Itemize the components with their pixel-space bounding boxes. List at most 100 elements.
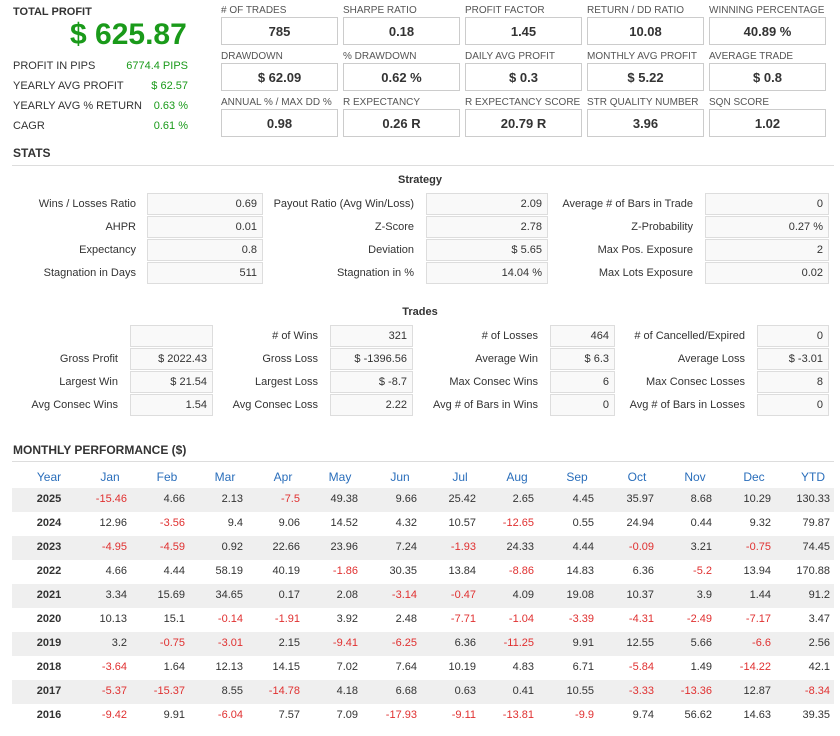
stat-label: Average Win	[475, 353, 538, 365]
column-header: Mar	[214, 470, 236, 484]
month-cell: -1.91	[274, 613, 300, 625]
month-cell: 4.66	[105, 565, 127, 577]
stat-value: 0	[757, 325, 829, 347]
stat-label: Gross Profit	[59, 353, 118, 365]
stat-value: 14.04 %	[426, 262, 548, 284]
month-cell: -0.09	[628, 541, 654, 553]
summary-label: PROFIT IN PIPS	[13, 60, 96, 72]
stat-label: Max Pos. Exposure	[597, 244, 693, 256]
month-cell: -15.46	[95, 493, 127, 505]
month-cell: -8.34	[804, 685, 830, 697]
summary-label: CAGR	[13, 120, 45, 132]
stat-label: Max Lots Exposure	[598, 267, 693, 279]
month-cell: -3.64	[101, 661, 127, 673]
year-cell: 2024	[36, 517, 62, 529]
month-cell: -9.9	[575, 709, 594, 721]
month-cell: 1.49	[690, 661, 712, 673]
stat-label: Average Loss	[677, 353, 745, 365]
month-cell: 39.35	[802, 709, 830, 721]
metric-label: % DRAWDOWN	[343, 51, 417, 62]
month-cell: -12.65	[502, 517, 534, 529]
month-cell: 9.74	[632, 709, 654, 721]
month-cell: -3.33	[628, 685, 654, 697]
month-cell: 1.44	[749, 589, 771, 601]
stat-value: $ 5.65	[426, 239, 548, 261]
summary-label: YEARLY AVG % RETURN	[13, 100, 142, 112]
month-cell: 4.66	[163, 493, 185, 505]
month-cell: 4.44	[572, 541, 594, 553]
month-cell: 7.57	[278, 709, 300, 721]
month-cell: 4.32	[395, 517, 417, 529]
metric-label: STR QUALITY NUMBER	[587, 97, 699, 108]
month-cell: 7.64	[395, 661, 417, 673]
stat-value: 2	[705, 239, 829, 261]
stat-label: Z-Score	[374, 221, 414, 233]
month-cell: 22.66	[272, 541, 300, 553]
month-cell: 4.18	[336, 685, 358, 697]
row-bg	[12, 632, 834, 656]
month-cell: 91.2	[808, 589, 830, 601]
stat-value: $ 2022.43	[130, 348, 213, 370]
month-cell: -6.6	[752, 637, 771, 649]
column-header: Aug	[506, 470, 528, 484]
row-bg	[12, 584, 834, 608]
stat-label: Largest Loss	[255, 376, 318, 388]
month-cell: 14.63	[743, 709, 771, 721]
stat-label: Max Consec Losses	[645, 376, 745, 388]
month-cell: 6.36	[454, 637, 476, 649]
month-cell: 0.63	[454, 685, 476, 697]
month-cell: -0.75	[745, 541, 771, 553]
section-title: Trades	[402, 306, 438, 318]
stat-value: 6	[550, 371, 615, 393]
year-cell: 2021	[36, 589, 62, 601]
month-cell: 13.94	[743, 565, 771, 577]
metric-value: 785	[221, 17, 338, 45]
month-cell: 10.13	[99, 613, 127, 625]
month-cell: 30.35	[389, 565, 417, 577]
stat-label: Avg # of Bars in Losses	[629, 399, 745, 411]
year-cell: 2025	[36, 493, 62, 505]
month-cell: -4.59	[159, 541, 185, 553]
stat-value: $ 6.3	[550, 348, 615, 370]
metric-value: $ 0.8	[709, 63, 826, 91]
month-cell: -0.47	[450, 589, 476, 601]
month-cell: 0.92	[221, 541, 243, 553]
row-bg	[12, 560, 834, 584]
month-cell: 79.87	[802, 517, 830, 529]
year-cell: 2022	[36, 565, 62, 577]
summary-value: $ 62.57	[151, 80, 188, 92]
month-cell: -7.17	[745, 613, 771, 625]
month-cell: -5.37	[101, 685, 127, 697]
stat-value: $ 21.54	[130, 371, 213, 393]
stat-value: 0.01	[147, 216, 263, 238]
metric-value: 10.08	[587, 17, 704, 45]
month-cell: 170.88	[796, 565, 830, 577]
month-cell: -3.14	[391, 589, 417, 601]
metric-value: 1.02	[709, 109, 826, 137]
stat-label: Stagnation in %	[336, 267, 414, 279]
month-cell: 14.15	[272, 661, 300, 673]
month-cell: -6.25	[391, 637, 417, 649]
month-cell: -6.04	[217, 709, 243, 721]
stat-value: 1.54	[130, 394, 213, 416]
metric-label: DRAWDOWN	[221, 51, 283, 62]
stat-label: Stagnation in Days	[43, 267, 136, 279]
stat-label: # of Cancelled/Expired	[634, 330, 745, 342]
month-cell: 3.9	[696, 589, 712, 601]
month-cell: 24.33	[506, 541, 534, 553]
stat-value: 0	[705, 193, 829, 215]
month-cell: -15.37	[153, 685, 185, 697]
month-cell: -0.75	[159, 637, 185, 649]
month-cell: -9.11	[451, 709, 476, 721]
metric-label: SHARPE RATIO	[343, 5, 417, 16]
stat-value: 2.78	[426, 216, 548, 238]
month-cell: 10.29	[743, 493, 771, 505]
metric-label: RETURN / DD RATIO	[587, 5, 685, 16]
month-cell: 7.02	[336, 661, 358, 673]
column-header: YTD	[801, 470, 825, 484]
month-cell: 34.65	[215, 589, 243, 601]
month-cell: 42.1	[808, 661, 830, 673]
month-cell: 2.13	[221, 493, 243, 505]
year-cell: 2017	[36, 685, 62, 697]
summary-title: TOTAL PROFIT	[13, 6, 92, 18]
